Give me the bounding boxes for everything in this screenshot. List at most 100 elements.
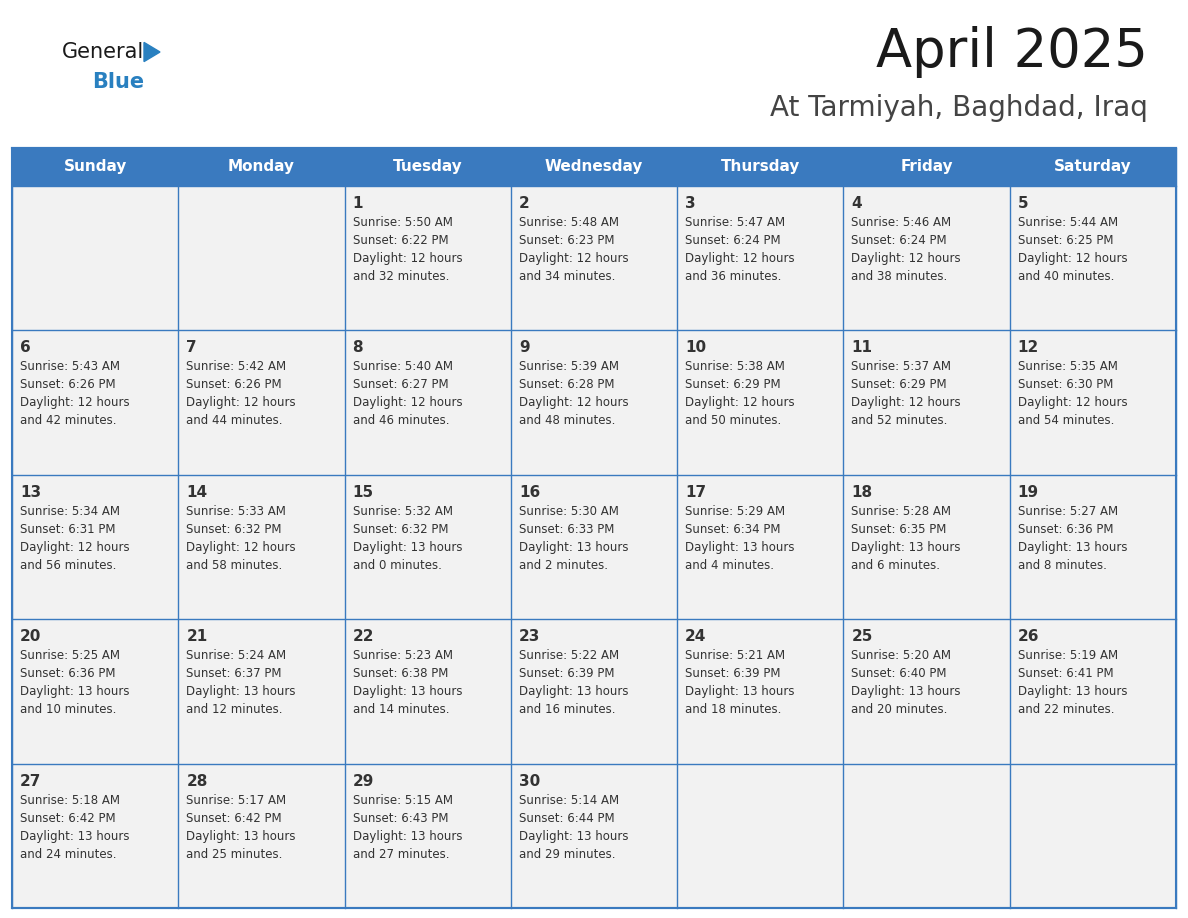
Text: Sunrise: 5:32 AM: Sunrise: 5:32 AM (353, 505, 453, 518)
Text: Sunrise: 5:33 AM: Sunrise: 5:33 AM (187, 505, 286, 518)
Text: Daylight: 12 hours: Daylight: 12 hours (353, 252, 462, 265)
Text: and 22 minutes.: and 22 minutes. (1018, 703, 1114, 716)
Text: 2: 2 (519, 196, 530, 211)
Text: and 36 minutes.: and 36 minutes. (685, 270, 782, 283)
Text: Sunrise: 5:42 AM: Sunrise: 5:42 AM (187, 361, 286, 374)
Text: and 14 minutes.: and 14 minutes. (353, 703, 449, 716)
Text: 15: 15 (353, 485, 374, 499)
Text: Sunrise: 5:46 AM: Sunrise: 5:46 AM (852, 216, 952, 229)
Text: Sunrise: 5:50 AM: Sunrise: 5:50 AM (353, 216, 453, 229)
Text: Friday: Friday (901, 160, 953, 174)
Text: Daylight: 13 hours: Daylight: 13 hours (852, 685, 961, 699)
Text: 19: 19 (1018, 485, 1038, 499)
Text: Daylight: 12 hours: Daylight: 12 hours (852, 252, 961, 265)
Text: 12: 12 (1018, 341, 1040, 355)
Text: and 54 minutes.: and 54 minutes. (1018, 414, 1114, 428)
Text: and 29 minutes.: and 29 minutes. (519, 847, 615, 860)
Text: Sunset: 6:32 PM: Sunset: 6:32 PM (187, 522, 282, 536)
Bar (12, 330, 178, 475)
Text: Daylight: 13 hours: Daylight: 13 hours (20, 830, 129, 843)
Text: Daylight: 13 hours: Daylight: 13 hours (852, 541, 961, 554)
Text: 8: 8 (353, 341, 364, 355)
Text: 3: 3 (685, 196, 696, 211)
Bar (12, 186, 178, 330)
Text: and 44 minutes.: and 44 minutes. (187, 414, 283, 428)
Text: and 27 minutes.: and 27 minutes. (353, 847, 449, 860)
Bar (677, 186, 843, 330)
Text: Sunrise: 5:29 AM: Sunrise: 5:29 AM (685, 505, 785, 518)
Bar (178, 764, 345, 908)
Bar (178, 620, 345, 764)
Text: Sunset: 6:27 PM: Sunset: 6:27 PM (353, 378, 448, 391)
Text: Sunrise: 5:21 AM: Sunrise: 5:21 AM (685, 649, 785, 662)
Text: 17: 17 (685, 485, 707, 499)
Bar (511, 764, 677, 908)
Text: Sunset: 6:29 PM: Sunset: 6:29 PM (685, 378, 781, 391)
Text: Sunset: 6:40 PM: Sunset: 6:40 PM (852, 667, 947, 680)
Text: and 34 minutes.: and 34 minutes. (519, 270, 615, 283)
Text: Daylight: 13 hours: Daylight: 13 hours (685, 685, 795, 699)
Text: Daylight: 12 hours: Daylight: 12 hours (353, 397, 462, 409)
Text: and 46 minutes.: and 46 minutes. (353, 414, 449, 428)
Text: Daylight: 13 hours: Daylight: 13 hours (519, 685, 628, 699)
Text: Daylight: 13 hours: Daylight: 13 hours (1018, 685, 1127, 699)
Text: 24: 24 (685, 629, 707, 644)
Text: 25: 25 (852, 629, 873, 644)
Text: Daylight: 12 hours: Daylight: 12 hours (685, 252, 795, 265)
Text: and 16 minutes.: and 16 minutes. (519, 703, 615, 716)
Text: Daylight: 13 hours: Daylight: 13 hours (20, 685, 129, 699)
Text: Daylight: 13 hours: Daylight: 13 hours (519, 541, 628, 554)
Text: Daylight: 13 hours: Daylight: 13 hours (1018, 541, 1127, 554)
Text: Sunset: 6:36 PM: Sunset: 6:36 PM (20, 667, 115, 680)
Text: and 50 minutes.: and 50 minutes. (685, 414, 782, 428)
Text: Daylight: 13 hours: Daylight: 13 hours (519, 830, 628, 843)
Text: Sunrise: 5:39 AM: Sunrise: 5:39 AM (519, 361, 619, 374)
Bar (1010, 186, 1176, 330)
Text: Daylight: 12 hours: Daylight: 12 hours (20, 397, 129, 409)
Text: and 20 minutes.: and 20 minutes. (852, 703, 948, 716)
Text: Daylight: 13 hours: Daylight: 13 hours (685, 541, 795, 554)
Text: and 42 minutes.: and 42 minutes. (20, 414, 116, 428)
Text: 11: 11 (852, 341, 872, 355)
Text: Sunset: 6:38 PM: Sunset: 6:38 PM (353, 667, 448, 680)
Text: Wednesday: Wednesday (545, 160, 643, 174)
Polygon shape (144, 42, 160, 62)
Bar (843, 764, 1010, 908)
Bar (677, 620, 843, 764)
Bar (1010, 620, 1176, 764)
Text: Sunset: 6:23 PM: Sunset: 6:23 PM (519, 234, 614, 247)
Text: and 56 minutes.: and 56 minutes. (20, 559, 116, 572)
Text: Sunset: 6:42 PM: Sunset: 6:42 PM (187, 812, 282, 824)
Text: and 25 minutes.: and 25 minutes. (187, 847, 283, 860)
Text: Sunset: 6:41 PM: Sunset: 6:41 PM (1018, 667, 1113, 680)
Bar (345, 620, 511, 764)
Text: Sunset: 6:33 PM: Sunset: 6:33 PM (519, 522, 614, 536)
Text: Sunrise: 5:34 AM: Sunrise: 5:34 AM (20, 505, 120, 518)
Text: Blue: Blue (91, 72, 144, 92)
Text: Sunset: 6:39 PM: Sunset: 6:39 PM (685, 667, 781, 680)
Text: Daylight: 13 hours: Daylight: 13 hours (353, 541, 462, 554)
Text: 28: 28 (187, 774, 208, 789)
Text: April 2025: April 2025 (876, 26, 1148, 78)
Text: 14: 14 (187, 485, 208, 499)
Text: 20: 20 (20, 629, 42, 644)
Text: Daylight: 13 hours: Daylight: 13 hours (187, 685, 296, 699)
Text: 13: 13 (20, 485, 42, 499)
Bar (178, 330, 345, 475)
Bar (843, 475, 1010, 620)
Text: Daylight: 12 hours: Daylight: 12 hours (519, 397, 628, 409)
Text: Sunrise: 5:25 AM: Sunrise: 5:25 AM (20, 649, 120, 662)
Bar (677, 475, 843, 620)
Text: Sunrise: 5:20 AM: Sunrise: 5:20 AM (852, 649, 952, 662)
Text: 27: 27 (20, 774, 42, 789)
Text: Sunrise: 5:47 AM: Sunrise: 5:47 AM (685, 216, 785, 229)
Text: Sunset: 6:26 PM: Sunset: 6:26 PM (20, 378, 115, 391)
Bar (12, 475, 178, 620)
Bar (178, 186, 345, 330)
Text: Daylight: 13 hours: Daylight: 13 hours (187, 830, 296, 843)
Text: Sunset: 6:39 PM: Sunset: 6:39 PM (519, 667, 614, 680)
Text: Daylight: 12 hours: Daylight: 12 hours (685, 397, 795, 409)
Text: Sunrise: 5:22 AM: Sunrise: 5:22 AM (519, 649, 619, 662)
Bar (12, 620, 178, 764)
Bar (1010, 475, 1176, 620)
